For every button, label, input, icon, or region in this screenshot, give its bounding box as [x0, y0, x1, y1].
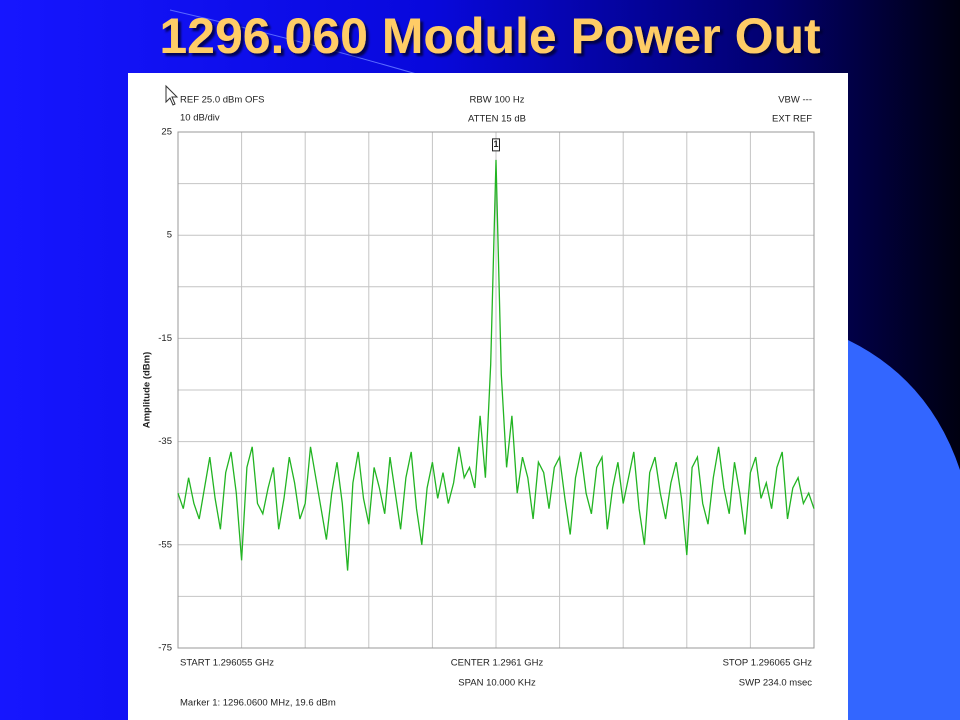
- rbw-label: RBW 100 Hz: [470, 95, 525, 106]
- marker-readout: Marker 1: 1296.0600 MHz, 19.6 dBm: [180, 698, 336, 709]
- slide-title: 1296.060 Module Power Out: [159, 8, 821, 64]
- trace: [177, 159, 815, 571]
- stop-label: STOP 1.296065 GHz: [723, 658, 813, 669]
- center-label: CENTER 1.2961 GHz: [451, 658, 544, 669]
- sweep-label: SWP 234.0 msec: [739, 678, 812, 689]
- screenshot-panel: [128, 73, 848, 720]
- y-axis-label: Amplitude (dBm): [142, 352, 153, 429]
- marker-box: [492, 138, 500, 152]
- cursor-icon: [165, 84, 179, 106]
- plot-border: [177, 131, 815, 649]
- start-label: START 1.296055 GHz: [180, 658, 274, 669]
- y-tick-label: -75: [158, 643, 172, 654]
- marker-label: 1: [493, 139, 498, 149]
- y-tick-label: 25: [161, 127, 172, 138]
- y-tick-label: 5: [167, 230, 172, 241]
- y-tick-label: -35: [158, 436, 172, 447]
- decor-shape: [848, 340, 960, 720]
- decor-line: [169, 9, 421, 76]
- ext-ref-label: EXT REF: [772, 114, 812, 125]
- scale-label: 10 dB/div: [180, 113, 220, 124]
- y-tick-label: -55: [158, 539, 172, 550]
- atten-label: ATTEN 15 dB: [468, 114, 526, 125]
- span-label: SPAN 10.000 KHz: [458, 678, 536, 689]
- ref-label: REF 25.0 dBm OFS: [180, 95, 264, 106]
- y-tick-label: -15: [158, 333, 172, 344]
- vbw-label: VBW ---: [778, 95, 812, 106]
